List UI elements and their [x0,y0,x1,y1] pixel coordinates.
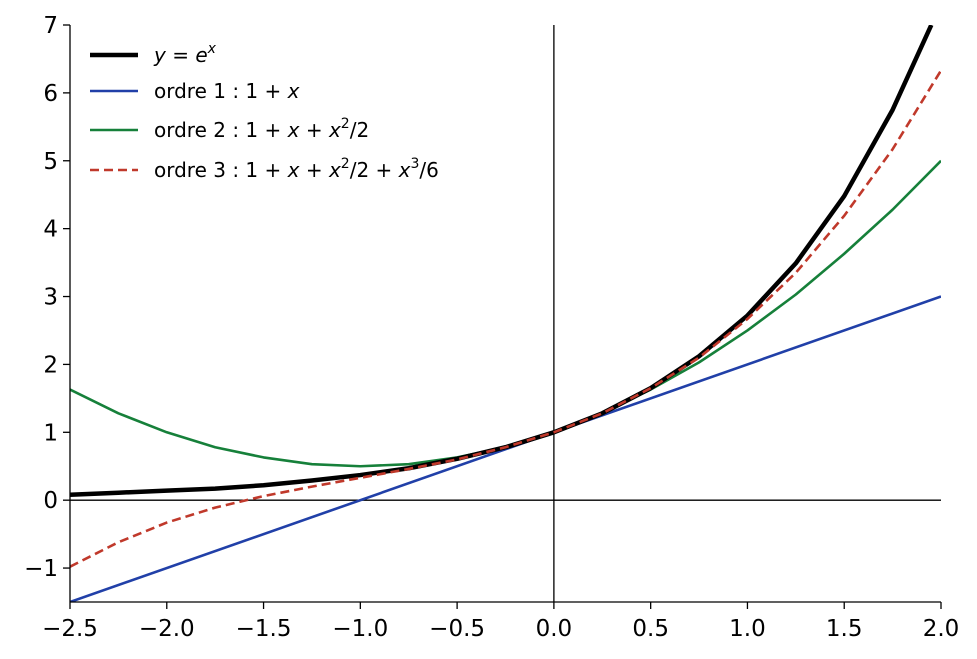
legend-label-exp: y = ex [153,41,217,67]
axes [69,25,941,603]
x-tick-label: 1.5 [826,616,863,642]
y-tick-label: −1 [24,556,58,582]
x-tick-label: −1.5 [236,616,292,642]
x-tick-label: −2.0 [139,616,195,642]
y-tick-label: 2 [43,352,58,378]
legend-label-order1: ordre 1 : 1 + x [154,79,300,103]
x-tick-label: −2.5 [42,616,98,642]
legend: y = ex ordre 1 : 1 + x ordre 2 : 1 + x +… [90,41,439,182]
x-tick-label: −1.0 [332,616,388,642]
series-line-order2 [70,159,941,468]
x-tick-label: 0.5 [632,616,669,642]
x-tick-label: −0.5 [429,616,485,642]
y-tick-label: 4 [43,217,58,243]
reference-lines [70,25,941,602]
ticks: −2.5 −2.0 −1.5 −1.0 −0.5 0.0 0.5 1.0 1.5 2.0 −1 0 1 2… [24,13,959,642]
legend-label-order3: ordre 3 : 1 + x + x2/2 + x3/6 [154,156,439,182]
y-tick-label: 5 [43,149,58,175]
x-tick-label: 1.0 [729,616,766,642]
x-tick-label: 2.0 [923,616,960,642]
legend-label-order2: ordre 2 : 1 + x + x2/2 [154,116,369,142]
y-tick-label: 7 [43,13,58,39]
y-tick-label: 6 [43,81,58,107]
y-tick-label: 0 [43,488,58,514]
x-tick-label: 0.0 [536,616,573,642]
series-layer [70,25,941,602]
y-tick-label: 1 [43,420,58,446]
y-tick-label: 3 [43,285,58,311]
series-line-order3 [70,69,941,568]
